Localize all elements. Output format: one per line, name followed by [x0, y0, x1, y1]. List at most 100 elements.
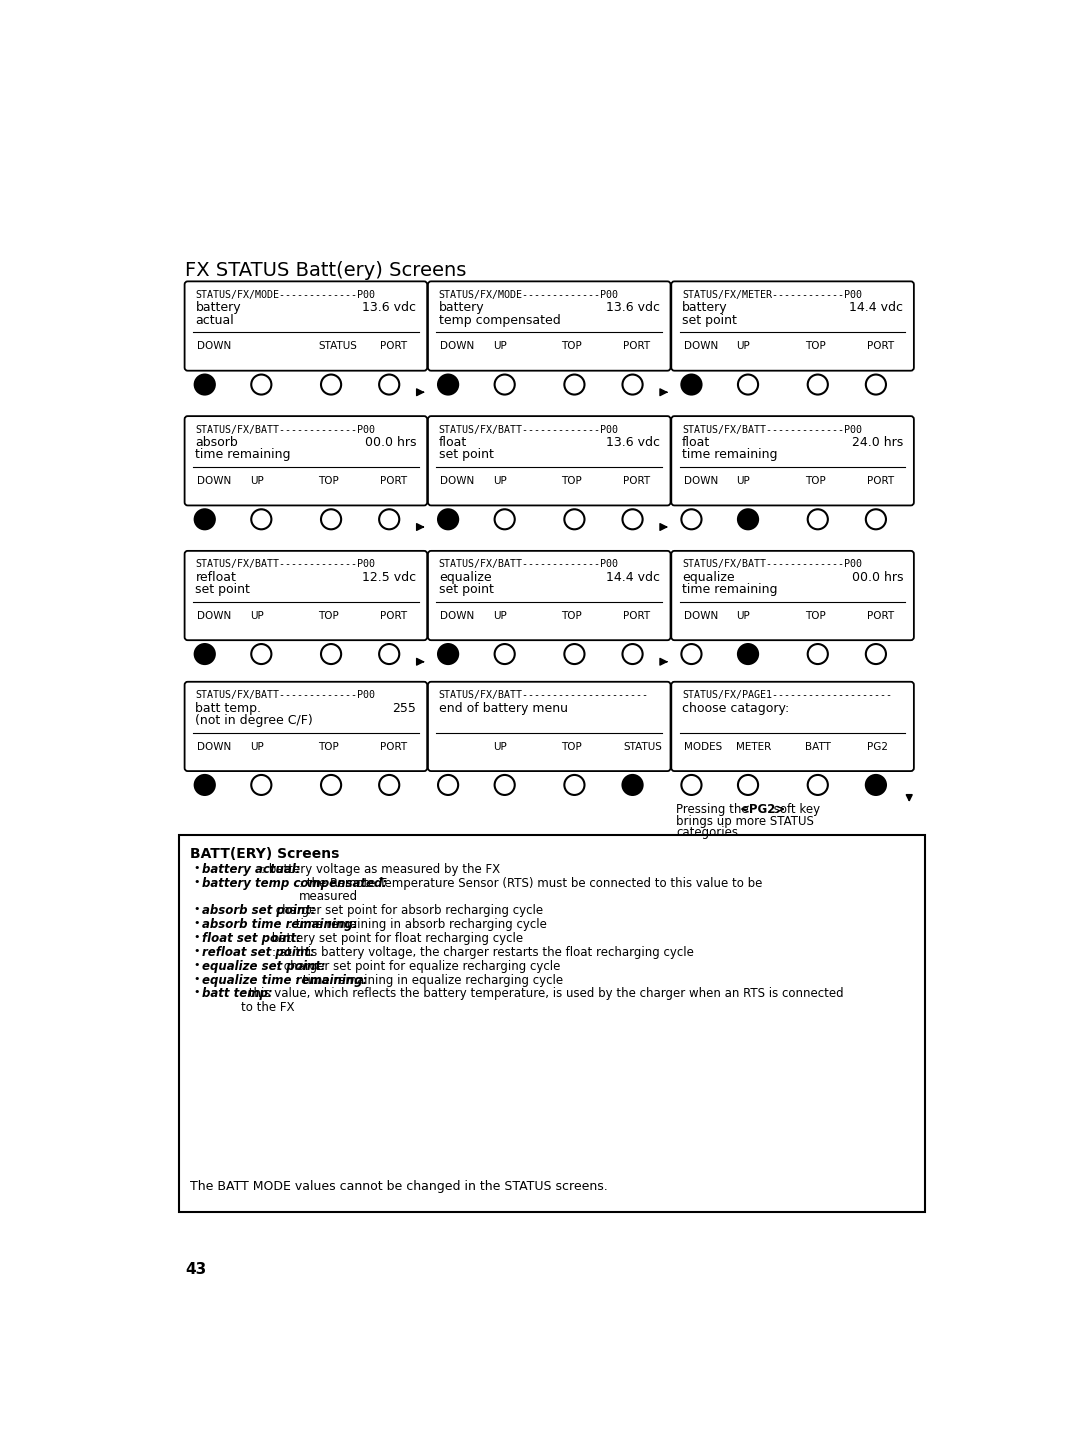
Text: Pressing the: Pressing the — [676, 802, 753, 815]
Text: TOP: TOP — [562, 341, 582, 351]
Circle shape — [194, 775, 215, 795]
Text: STATUS/FX/BATT-------------P00: STATUS/FX/BATT-------------P00 — [683, 425, 862, 435]
FancyBboxPatch shape — [185, 552, 428, 641]
FancyBboxPatch shape — [185, 416, 428, 505]
FancyBboxPatch shape — [428, 552, 671, 641]
Circle shape — [194, 510, 215, 530]
Circle shape — [738, 374, 758, 395]
Text: STATUS/FX/BATT-------------P00: STATUS/FX/BATT-------------P00 — [438, 425, 619, 435]
Text: STATUS/FX/BATT-------------P00: STATUS/FX/BATT-------------P00 — [195, 425, 376, 435]
Text: 14.4 vdc: 14.4 vdc — [849, 301, 903, 314]
Text: MODES: MODES — [684, 742, 721, 752]
Text: STATUS/FX/BATT-------------P00: STATUS/FX/BATT-------------P00 — [438, 559, 619, 569]
Text: BATT: BATT — [805, 742, 831, 752]
Text: PORT: PORT — [866, 477, 894, 487]
Text: DOWN: DOWN — [197, 341, 231, 351]
Text: PORT: PORT — [380, 611, 407, 621]
Text: set point: set point — [683, 314, 737, 327]
Text: BATT(ERY) Screens: BATT(ERY) Screens — [190, 847, 339, 861]
Text: end of battery menu: end of battery menu — [438, 701, 568, 714]
Text: DOWN: DOWN — [441, 341, 474, 351]
Text: UP: UP — [494, 611, 507, 621]
Text: The BATT MODE values cannot be changed in the STATUS screens.: The BATT MODE values cannot be changed i… — [190, 1179, 608, 1192]
Text: : charger set point for equalize recharging cycle: : charger set point for equalize recharg… — [276, 959, 561, 973]
Circle shape — [252, 644, 271, 664]
Text: •: • — [193, 877, 200, 887]
Circle shape — [808, 775, 828, 795]
Text: time remaining: time remaining — [683, 448, 778, 461]
Circle shape — [622, 374, 643, 395]
Text: set point: set point — [438, 583, 494, 596]
Text: battery temp compensated:: battery temp compensated: — [202, 877, 388, 890]
Circle shape — [738, 510, 758, 530]
Text: equalize time remaining:: equalize time remaining: — [202, 973, 368, 986]
Text: UP: UP — [737, 341, 751, 351]
Text: batt temp:: batt temp: — [202, 988, 273, 1001]
Text: (not in degree C/F): (not in degree C/F) — [195, 714, 313, 727]
Text: DOWN: DOWN — [197, 742, 231, 752]
Text: UP: UP — [494, 742, 507, 752]
Text: TOP: TOP — [805, 341, 825, 351]
Circle shape — [438, 374, 458, 395]
Text: STATUS/FX/MODE-------------P00: STATUS/FX/MODE-------------P00 — [195, 289, 376, 300]
Circle shape — [866, 644, 886, 664]
Circle shape — [808, 644, 828, 664]
Circle shape — [866, 775, 886, 795]
Text: TOP: TOP — [805, 477, 825, 487]
Text: : battery voltage as measured by the FX: : battery voltage as measured by the FX — [260, 863, 500, 876]
Text: STATUS: STATUS — [318, 341, 356, 351]
FancyBboxPatch shape — [672, 281, 914, 370]
Text: FX STATUS Batt(ery) Screens: FX STATUS Batt(ery) Screens — [186, 261, 467, 281]
Circle shape — [495, 374, 515, 395]
Text: TOP: TOP — [318, 477, 339, 487]
Circle shape — [438, 644, 458, 664]
Circle shape — [252, 374, 271, 395]
Circle shape — [321, 644, 341, 664]
Text: PORT: PORT — [623, 611, 650, 621]
Text: PORT: PORT — [623, 477, 650, 487]
Text: •: • — [193, 959, 200, 969]
Text: •: • — [193, 904, 200, 914]
Circle shape — [252, 510, 271, 530]
Text: 24.0 hrs: 24.0 hrs — [852, 436, 903, 449]
Text: PORT: PORT — [380, 341, 407, 351]
Text: battery: battery — [683, 301, 728, 314]
Circle shape — [681, 775, 702, 795]
Text: DOWN: DOWN — [441, 477, 474, 487]
Text: soft key: soft key — [770, 802, 821, 815]
FancyBboxPatch shape — [428, 681, 671, 770]
Text: DOWN: DOWN — [684, 611, 718, 621]
Text: set point: set point — [195, 583, 251, 596]
Text: : time remaining in equalize recharging cycle: : time remaining in equalize recharging … — [296, 973, 564, 986]
Text: UP: UP — [249, 477, 264, 487]
Circle shape — [438, 510, 458, 530]
Text: float: float — [438, 436, 467, 449]
Text: •: • — [193, 863, 200, 873]
Text: STATUS: STATUS — [623, 742, 662, 752]
Circle shape — [321, 374, 341, 395]
Text: METER: METER — [737, 742, 771, 752]
FancyBboxPatch shape — [428, 281, 671, 370]
Text: actual: actual — [195, 314, 234, 327]
Text: TOP: TOP — [562, 477, 582, 487]
Text: STATUS/FX/BATT-------------P00: STATUS/FX/BATT-------------P00 — [195, 559, 376, 569]
Text: PG2: PG2 — [866, 742, 888, 752]
Text: : battery set point for float recharging cycle: : battery set point for float recharging… — [265, 932, 524, 945]
Circle shape — [622, 510, 643, 530]
Circle shape — [379, 374, 400, 395]
Text: •: • — [193, 973, 200, 984]
Circle shape — [379, 775, 400, 795]
Text: equalize set point:: equalize set point: — [202, 959, 326, 973]
Text: set point: set point — [438, 448, 494, 461]
Circle shape — [738, 775, 758, 795]
Text: equalize: equalize — [438, 570, 491, 583]
Text: STATUS/FX/BATT-------------P00: STATUS/FX/BATT-------------P00 — [683, 559, 862, 569]
Text: float: float — [683, 436, 711, 449]
Text: 13.6 vdc: 13.6 vdc — [606, 301, 660, 314]
Circle shape — [321, 510, 341, 530]
Text: UP: UP — [494, 477, 507, 487]
Text: UP: UP — [494, 341, 507, 351]
Text: STATUS/FX/BATT-------------P00: STATUS/FX/BATT-------------P00 — [195, 690, 376, 700]
Text: 00.0 hrs: 00.0 hrs — [365, 436, 416, 449]
Circle shape — [681, 644, 702, 664]
